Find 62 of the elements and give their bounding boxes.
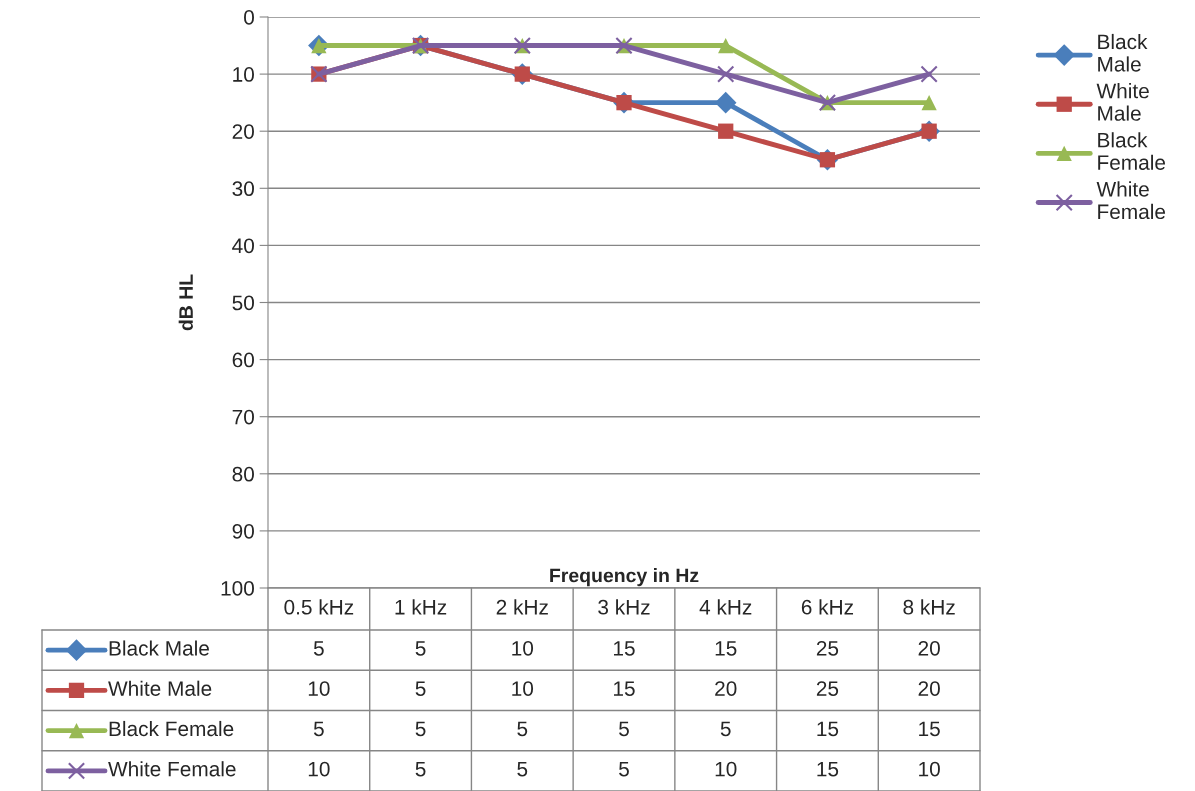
- x-axis-title: Frequency in Hz: [550, 568, 699, 587]
- text: White Male: [108, 680, 212, 696]
- data-label: 25: [816, 640, 839, 656]
- data-label: 20: [918, 640, 940, 656]
- y-tick-label: 90: [232, 523, 254, 539]
- legend-label: White Female: [1096, 181, 1166, 220]
- data-label: 5: [415, 761, 426, 777]
- data-label: 15: [919, 721, 940, 737]
- data-label: 5: [415, 641, 426, 656]
- data-label: 10: [715, 761, 737, 777]
- y-tick-label: 10: [233, 67, 254, 82]
- data-label: 5: [619, 721, 629, 737]
- data-label: 15: [614, 641, 635, 656]
- y-tick-label: 80: [232, 466, 254, 482]
- data-label: 5: [619, 761, 629, 777]
- data-label: 10: [512, 640, 534, 656]
- data-label: 5: [415, 721, 426, 737]
- x-tick-label: 8 kHz: [903, 599, 955, 615]
- point: [717, 65, 735, 83]
- y-tick-label: 0: [244, 10, 254, 25]
- data-label: 20: [918, 681, 940, 696]
- data-label: 15: [817, 721, 839, 737]
- data-label: 5: [720, 721, 731, 737]
- x-tick-label: 0.5 kHz: [284, 599, 354, 615]
- x-tick-label: 6 kHz: [801, 599, 854, 615]
- y-tick-label: 60: [232, 352, 254, 368]
- data-label: 10: [308, 761, 330, 777]
- data-label: 5: [313, 641, 324, 656]
- y-tick-label: 40: [232, 238, 254, 254]
- x-tick-label: 2 kHz: [496, 599, 548, 615]
- point: [718, 37, 734, 54]
- legend-label: Black Male: [1098, 33, 1148, 72]
- legend-label: White Male: [1096, 83, 1149, 121]
- point: [921, 95, 937, 111]
- data-label: 25: [816, 681, 839, 696]
- x-tick-label: 3 kHz: [598, 599, 650, 615]
- data-label: 15: [614, 681, 635, 696]
- data-label: 10: [308, 681, 330, 696]
- x-tick-label: 4 kHz: [699, 599, 752, 615]
- y-tick-label: 20: [232, 124, 254, 139]
- data-label: 15: [817, 761, 839, 777]
- data-label: 10: [919, 761, 940, 777]
- point: [920, 65, 938, 83]
- data-label: 15: [715, 641, 737, 656]
- data-label: 5: [415, 681, 426, 696]
- data-label: 10: [512, 681, 534, 696]
- data-label: 5: [313, 721, 324, 737]
- data-label: 5: [517, 721, 528, 737]
- data-label: 5: [517, 761, 528, 777]
- text: Black Male: [109, 640, 209, 656]
- y-axis-title: dB HL: [178, 274, 193, 331]
- y-tick-label: 50: [232, 295, 254, 311]
- legend-label: Black Female: [1098, 132, 1166, 170]
- text: White Female: [108, 761, 236, 777]
- y-tick-label: 70: [232, 409, 254, 425]
- y-tick-label: 30: [232, 181, 254, 197]
- text: Black Female: [109, 720, 234, 737]
- data-label: 20: [715, 681, 737, 696]
- y-tick-label: 100: [221, 581, 254, 596]
- point: [714, 91, 737, 114]
- x-tick-label: 1 kHz: [395, 599, 447, 615]
- point: [718, 123, 734, 139]
